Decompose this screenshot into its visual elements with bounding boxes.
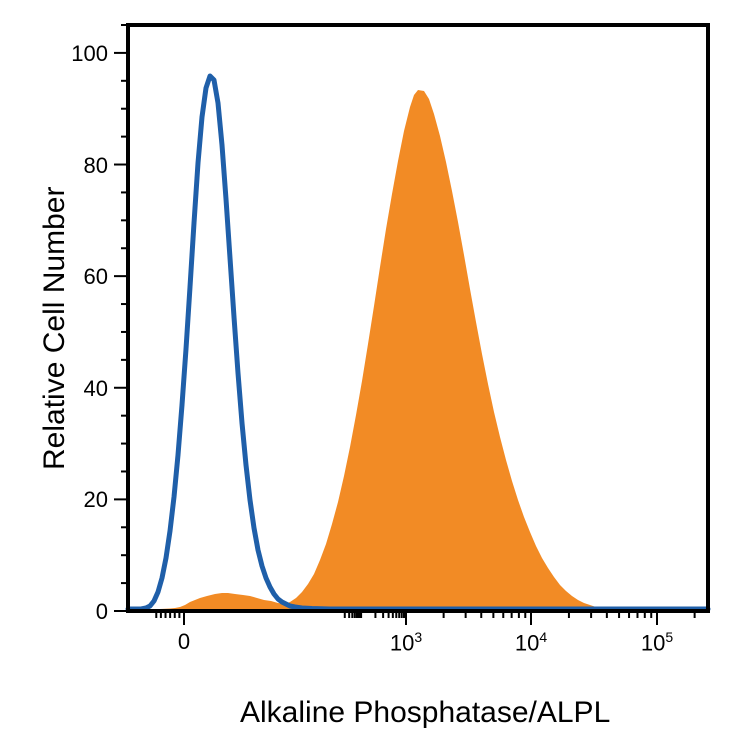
- y-tick-label: 60: [84, 264, 108, 290]
- figure: Relative Cell Number Alkaline Phosphatas…: [0, 0, 743, 743]
- x-axis-label: Alkaline Phosphatase/ALPL: [240, 696, 610, 730]
- y-tick-label: 0: [96, 599, 108, 625]
- y-tick-label: 100: [71, 41, 108, 67]
- y-axis-label: Relative Cell Number: [38, 187, 72, 470]
- y-tick-label: 40: [84, 376, 108, 402]
- x-tick-label: 0: [164, 629, 204, 655]
- x-tick-label: 104: [511, 629, 551, 656]
- y-tick-label: 80: [84, 153, 108, 179]
- chart-svg: [0, 0, 743, 743]
- y-tick-label: 20: [84, 487, 108, 513]
- x-tick-label: 103: [386, 629, 426, 656]
- x-tick-label: 105: [637, 629, 677, 656]
